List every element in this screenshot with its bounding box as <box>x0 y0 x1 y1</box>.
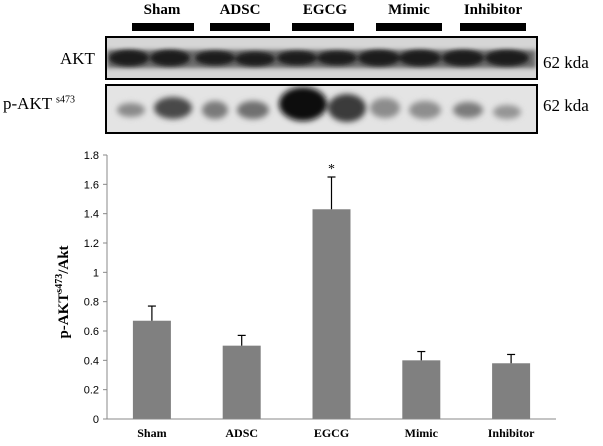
group-label-egcg: EGCG <box>302 2 348 18</box>
x-tick-label: EGCG <box>314 426 349 440</box>
y-tick-label: 0.6 <box>84 326 99 338</box>
pakt-size-label: 62 kda <box>543 96 589 115</box>
y-axis-label: p-AKTs473/Akt <box>54 245 72 338</box>
bar-sham <box>132 320 171 419</box>
y-tick-label: 1.4 <box>84 209 99 221</box>
bars: * <box>132 162 531 419</box>
group-bar-mimic <box>376 23 442 31</box>
bar-inhibitor <box>492 363 531 419</box>
x-tick-label: ADSC <box>225 426 258 440</box>
y-tick-label: 1.8 <box>84 150 99 162</box>
bar-adsc <box>222 345 261 419</box>
akt-blot-image <box>105 36 538 80</box>
significance-marker: * <box>328 162 335 177</box>
y-tick-label: 1.2 <box>84 238 99 250</box>
group-bar-egcg <box>292 23 354 31</box>
bar-chart: 0 0.2 0.4 0.6 0.8 1 1.2 1.4 1.6 1.8 * Sham ADSC EGC… <box>54 150 556 440</box>
y-tick-label: 0 <box>93 414 99 426</box>
pakt-blot-image <box>105 84 538 134</box>
group-label-sham: Sham <box>143 2 181 18</box>
akt-bands <box>107 38 536 78</box>
x-tick-label: Sham <box>137 426 166 440</box>
y-tick-label: 1 <box>93 267 99 279</box>
group-label-adsc: ADSC <box>219 2 261 18</box>
group-label-inhibitor: Inhibitor <box>463 2 523 18</box>
blot-label-akt: AKT <box>60 49 95 68</box>
akt-size-label: 62 kda <box>543 53 589 72</box>
pakt-bands <box>107 86 536 132</box>
x-axis-labels: Sham ADSC EGCG Mimic Inhibitor <box>137 426 535 440</box>
group-bar-sham <box>132 23 194 31</box>
group-bar-inhibitor <box>460 23 526 31</box>
y-axis-ticks: 0 0.2 0.4 0.6 0.8 1 1.2 1.4 1.6 1.8 <box>84 150 107 426</box>
bar-egcg <box>312 209 351 419</box>
y-tick-label: 0.8 <box>84 297 99 309</box>
bar-mimic <box>402 360 441 419</box>
x-tick-label: Inhibitor <box>488 426 535 440</box>
y-tick-label: 0.2 <box>84 385 99 397</box>
group-label-mimic: Mimic <box>388 2 430 18</box>
y-tick-label: 0.4 <box>84 355 99 367</box>
y-tick-label: 1.6 <box>84 179 99 191</box>
blot-label-pakt: p-AKT s473 <box>3 94 75 113</box>
group-bar-adsc <box>210 23 270 31</box>
x-tick-label: Mimic <box>405 426 439 440</box>
